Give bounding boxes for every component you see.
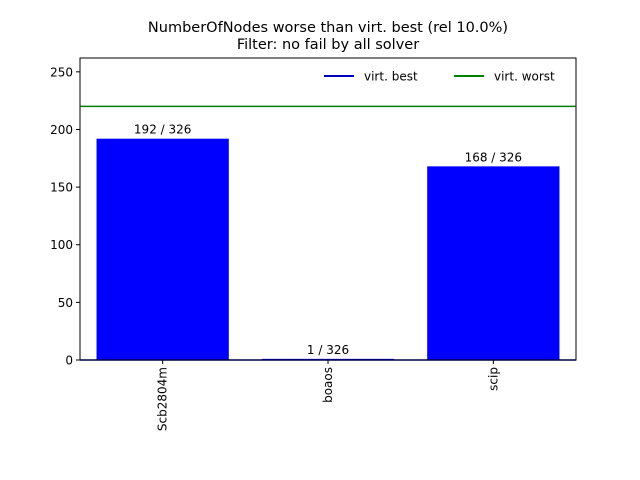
y-tick-label-0: 0 <box>65 354 73 368</box>
bar-label-boaos: 1 / 326 <box>307 343 349 357</box>
x-tick-label-scip: scip <box>486 367 500 391</box>
y-tick-label-200: 200 <box>50 123 73 137</box>
bar-scip <box>427 166 560 360</box>
x-axis: Scb2804m boaos scip <box>156 360 500 431</box>
chart-title: NumberOfNodes worse than virt. best (rel… <box>148 20 508 36</box>
bar-label-scb2804m: 192 / 326 <box>134 123 191 137</box>
x-tick-label-scb2804m: Scb2804m <box>156 367 170 431</box>
legend-label-virt-worst: virt. worst <box>494 70 555 84</box>
legend: virt. best virt. worst <box>324 70 555 84</box>
y-axis: 0 50 100 150 200 250 <box>50 65 80 368</box>
y-tick-label-50: 50 <box>58 296 73 310</box>
bar-label-scip: 168 / 326 <box>465 150 522 164</box>
y-tick-label-250: 250 <box>50 65 73 79</box>
y-tick-label-150: 150 <box>50 181 73 195</box>
bar-scb2804m <box>96 138 229 360</box>
legend-label-virt-best: virt. best <box>364 70 418 84</box>
y-tick-label-100: 100 <box>50 238 73 252</box>
bars-layer: 192 / 326 1 / 326 168 / 326 <box>96 123 560 360</box>
x-tick-label-boaos: boaos <box>321 367 335 403</box>
chart-subtitle: Filter: no fail by all solver <box>237 37 419 53</box>
